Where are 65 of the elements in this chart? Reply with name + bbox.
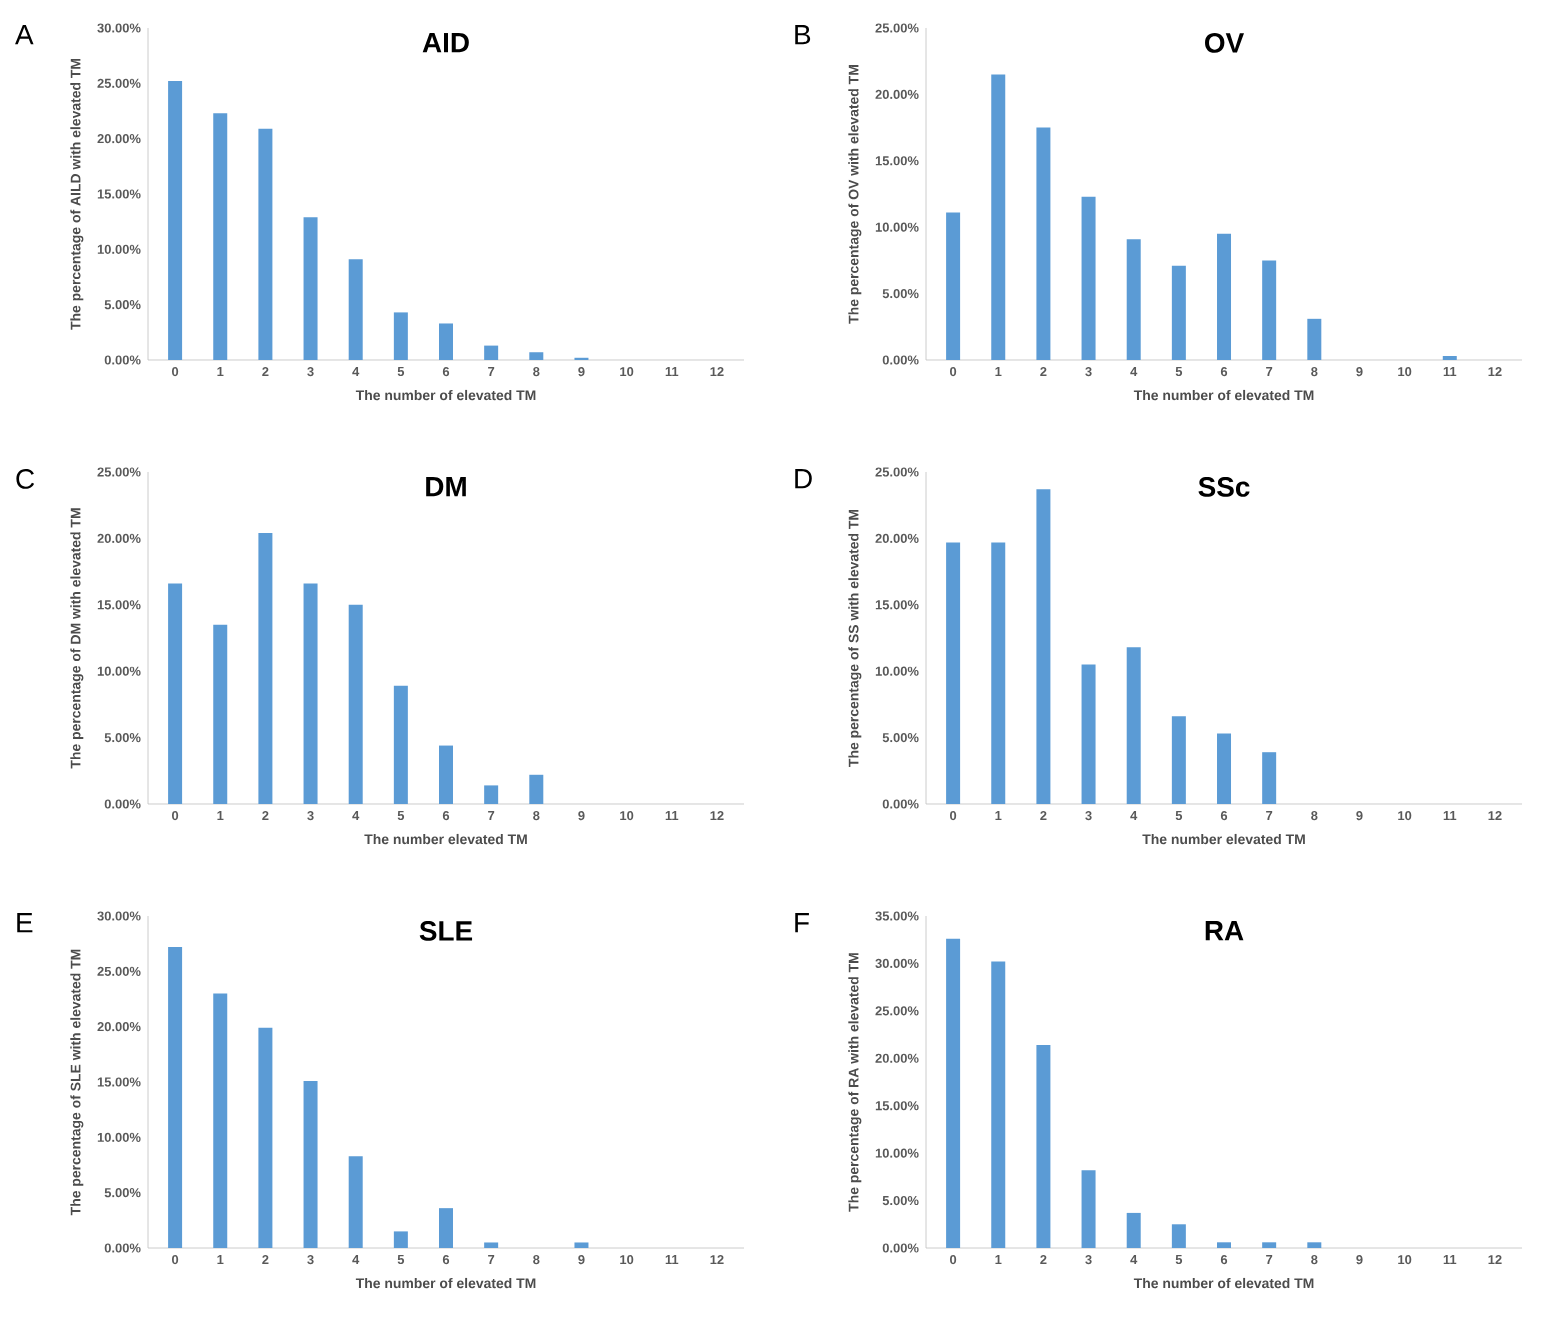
bar [1171,265,1186,360]
bar [1126,1212,1141,1248]
bar [1171,716,1186,804]
bar [1307,1242,1322,1248]
bar [348,1156,363,1248]
bar [393,1231,408,1248]
chart-title: OV [1205,33,1244,53]
bar [258,533,273,804]
bar [946,542,961,804]
bar [168,583,183,804]
bar [1126,647,1141,804]
bar [439,745,453,804]
bar [946,938,961,1248]
bar [303,217,318,360]
bar [1081,196,1096,360]
bar [1217,1242,1232,1248]
bar [1171,1224,1186,1248]
bar [991,542,1006,804]
bar [168,81,183,360]
bar [1081,664,1096,804]
bar [1036,127,1051,360]
chart-title: RA [1205,921,1244,941]
bar [393,685,408,804]
chart-title: DM [426,477,466,497]
bar [348,259,363,360]
text: B [795,25,811,45]
bar [484,345,499,360]
bar [991,74,1006,360]
chart-title: SSc [1198,477,1250,497]
bar [168,946,183,1248]
bar [529,352,544,360]
chart-title: AID [422,33,469,53]
bar [1217,733,1232,804]
bar [946,212,961,360]
text: E [17,913,33,933]
bar [1217,233,1232,360]
text: F [795,913,809,933]
bar [439,1208,453,1248]
bar [1262,260,1277,360]
chart-title: SLE [419,921,473,941]
bar [213,624,228,804]
bar [484,785,499,804]
bar [1262,752,1277,804]
bar [1036,1045,1051,1248]
bar [393,312,408,360]
bar [303,1080,318,1248]
bar [574,1242,589,1248]
bar [1126,239,1141,360]
bar [1262,1242,1277,1248]
bar [213,993,228,1248]
text: A [15,25,34,45]
bar [1081,1170,1096,1248]
bar [213,113,228,360]
bar [439,323,453,360]
bar [529,774,544,804]
text: D [795,469,812,489]
bar [348,604,363,804]
bar [1036,489,1051,804]
bar [991,961,1006,1248]
bar [484,1242,499,1248]
bar [303,583,318,804]
bar [1307,318,1322,360]
text: C [16,469,35,489]
bar [258,1027,273,1248]
bar [258,128,273,360]
